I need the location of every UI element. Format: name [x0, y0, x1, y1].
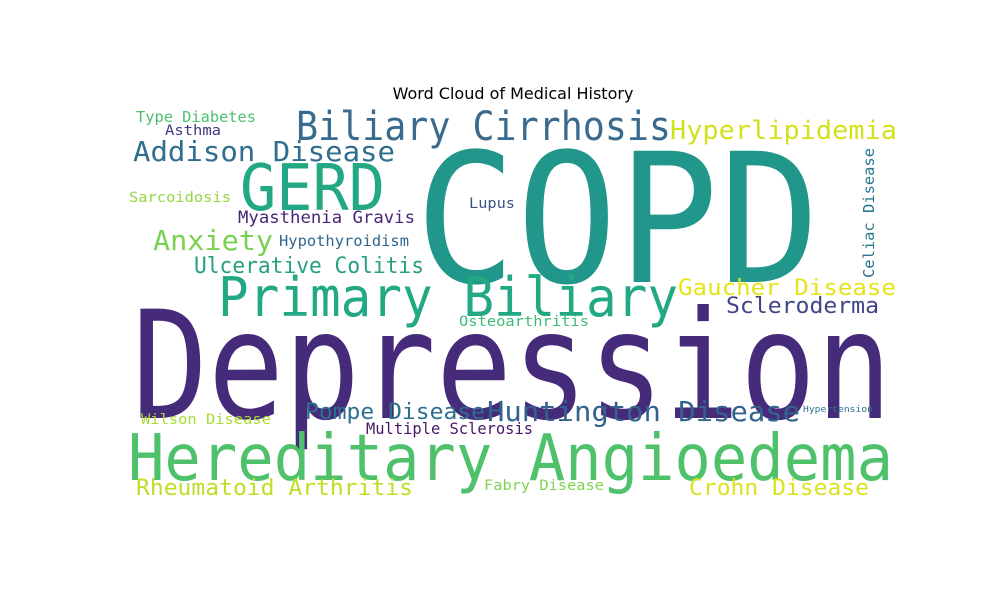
word-osteoarthritis: Osteoarthritis [459, 314, 589, 330]
word-crohn-disease: Crohn Disease [689, 476, 869, 501]
word-myasthenia-gravis: Myasthenia Gravis [238, 208, 415, 228]
word-pompe-disease: Pompe Disease [305, 400, 485, 425]
word-asthma: Asthma [165, 123, 221, 139]
word-gerd: GERD [240, 152, 385, 226]
chart-title: Word Cloud of Medical History [392, 84, 634, 103]
word-copd: COPD [415, 116, 820, 325]
word-gaucher-disease: Gaucher Disease [678, 276, 896, 301]
word-depression: Depression [132, 280, 892, 454]
word-hypothyroidism: Hypothyroidism [279, 232, 409, 250]
word-hypertension: Hypertension [803, 405, 873, 415]
word-addison-disease: Addison Disease [133, 135, 395, 168]
word-sarcoidosis: Sarcoidosis [129, 190, 231, 206]
word-scleroderma: Scleroderma [726, 294, 879, 319]
word-hyperlipidemia: Hyperlipidemia [670, 116, 897, 146]
word-biliary-cirrhosis: Biliary Cirrhosis [296, 104, 671, 150]
word-primary-biliary: Primary Biliary [218, 266, 678, 329]
word-ulcerative-colitis: Ulcerative Colitis [194, 254, 424, 279]
word-huntington-disease: Huntington Disease [487, 395, 800, 428]
word-lupus: Lupus [469, 196, 515, 212]
word-multiple-sclerosis: Multiple Sclerosis [366, 419, 533, 438]
word-wilson-disease: Wilson Disease [141, 412, 271, 428]
word-celiac-disease: Celiac Disease [860, 148, 878, 278]
word-anxiety: Anxiety [153, 224, 273, 257]
word-rheumatoid-arthritis: Rheumatoid Arthritis [136, 476, 413, 501]
word-fabry-disease: Fabry Disease [484, 478, 604, 494]
word-hereditary-angioedema: Hereditary Angioedema [128, 422, 893, 496]
word-type-diabetes: Type Diabetes [136, 108, 256, 126]
